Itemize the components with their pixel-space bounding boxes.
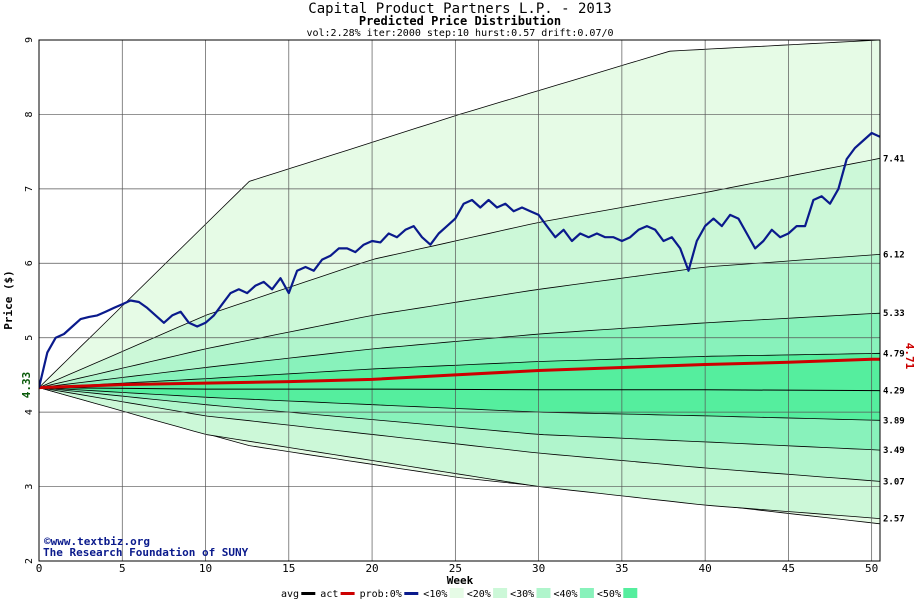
y-tick-label: 4	[24, 409, 35, 415]
series-line-act	[39, 357, 880, 390]
legend-label: <50%	[597, 589, 621, 600]
right-value-label: 7.41	[883, 154, 905, 164]
legend: avg act prob:0% <10% <20% <30% <40% <50%	[281, 588, 638, 600]
x-axis-label: Week	[447, 574, 474, 587]
legend-label: prob:0%	[360, 589, 402, 600]
legend-line-marker	[340, 592, 355, 595]
x-tick-label: 5	[119, 562, 126, 575]
right-value-label: 5.33	[883, 309, 905, 319]
x-tick-label: 20	[365, 562, 378, 575]
plot-area: 0 5 10 15 20 25 30 35 40 45 50234567897.416.125.33…	[24, 37, 905, 575]
watermark-org: The Research Foundation of SUNY	[43, 546, 249, 559]
y-tick-label: 2	[24, 558, 35, 564]
legend-line-marker	[404, 592, 419, 595]
right-value-label: 4.29	[883, 387, 905, 397]
legend-swatch	[579, 588, 594, 598]
legend-label: <30%	[510, 589, 534, 600]
right-value-label: 3.89	[883, 416, 905, 426]
right-value-label: 6.12	[883, 250, 905, 260]
y-tick-label: 5	[24, 335, 35, 341]
legend-swatch	[536, 588, 551, 598]
legend-label: <20%	[467, 589, 491, 600]
band-5	[39, 352, 880, 421]
legend-line-marker	[301, 592, 316, 595]
right-value-label: 4.79	[883, 349, 905, 359]
legend-swatch	[449, 588, 464, 598]
plot-clipped	[39, 40, 880, 561]
series-line-avg	[39, 387, 880, 392]
y-tick-label: 3	[24, 484, 35, 490]
y-tick-label: 7	[24, 186, 35, 192]
x-tick-label: 30	[532, 562, 545, 575]
legend-swatch	[623, 588, 638, 598]
legend-label: <40%	[554, 589, 578, 600]
watermark-url: ©www.textbiz.org	[44, 535, 150, 548]
right-value-label: 3.07	[883, 477, 905, 487]
x-tick-label: 10	[199, 562, 212, 575]
legend-label: act	[320, 589, 338, 600]
plot-border	[38, 39, 881, 562]
right-value-label: 3.49	[883, 446, 905, 456]
right-value-label: 2.57	[883, 515, 905, 525]
chart-subtitle: Predicted Price Distribution	[359, 14, 561, 28]
x-tick-label: 0	[36, 562, 43, 575]
legend-swatch	[493, 588, 508, 598]
x-tick-label: 25	[449, 562, 462, 575]
legend-label: avg	[281, 589, 299, 600]
series-line-prob0	[39, 131, 880, 388]
chart-title: Capital Product Partners L.P. - 2013	[308, 1, 611, 17]
x-tick-label: 40	[699, 562, 712, 575]
x-tick-label: 15	[282, 562, 295, 575]
y-tick-label: 8	[24, 111, 35, 117]
final-actual-label: 4.71	[903, 343, 916, 370]
x-tick-label: 50	[865, 562, 878, 575]
x-tick-label: 35	[615, 562, 628, 575]
y-tick-label: 9	[24, 37, 35, 43]
start-price-label: 4.33	[20, 372, 33, 399]
x-tick-label: 45	[782, 562, 795, 575]
chart-params: vol:2.28% iter:2000 step:10 hurst:0.57 d…	[306, 28, 613, 39]
legend-label: <10%	[423, 589, 447, 600]
y-axis-label: Price ($)	[2, 270, 15, 330]
y-tick-label: 6	[24, 260, 35, 266]
